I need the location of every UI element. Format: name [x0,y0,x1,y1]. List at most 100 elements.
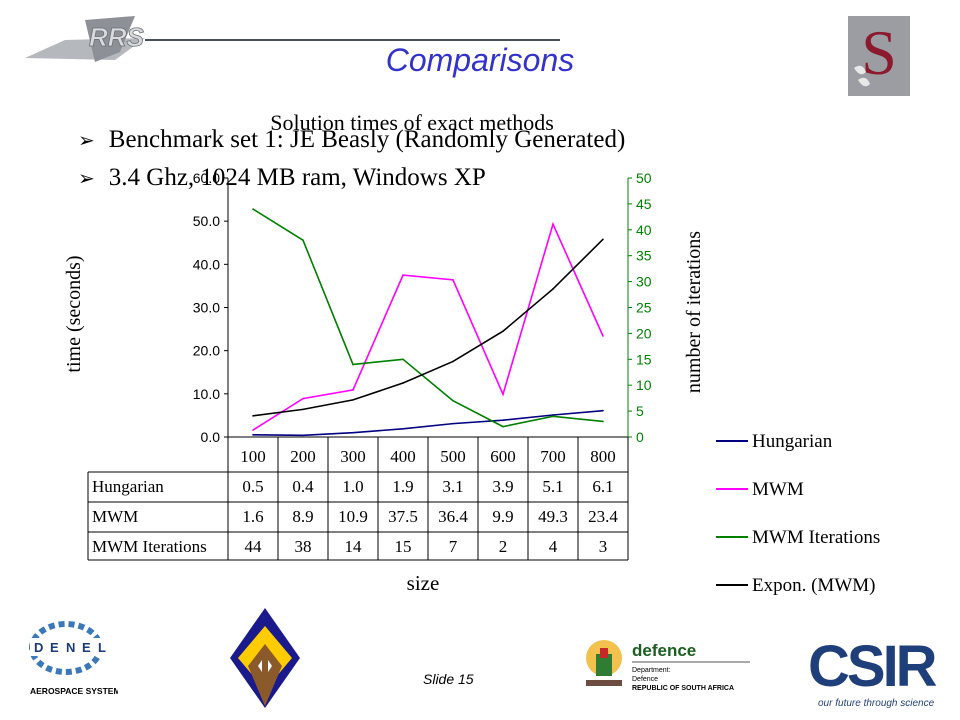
csir-logo-text: CSIR [808,634,937,699]
bullet-text: Benchmark set 1: JE Beasly (Randomly Gen… [108,126,626,153]
data-point [452,360,454,363]
s-logo-text: S [861,17,897,88]
table-cell: 44 [245,537,263,556]
denel-letter: E [82,640,91,655]
data-point [602,409,604,412]
y-tick-label: 10.0 [193,386,220,402]
x-tick-label: 200 [290,447,316,466]
legend-label: Hungarian [752,431,833,452]
table-cell: 1.6 [242,507,263,526]
defence-line: Defence [632,676,658,683]
y-tick-label: 20.0 [193,343,220,359]
data-point [502,425,504,428]
data-point [352,431,354,434]
data-point [402,274,404,276]
table-cell: 10.9 [338,507,368,526]
defence-line: REPUBLIC OF SOUTH AFRICA [632,685,734,692]
legend-label: Expon. (MWM) [752,575,875,596]
y-axis-label: time (seconds) [63,255,85,372]
y2-tick-label: 50 [636,170,652,186]
denel-letter: L [98,640,106,655]
data-point [552,415,554,418]
defence-line: Department: [632,667,671,674]
data-point [452,399,454,402]
y2-tick-label: 25 [636,300,652,316]
y2-tick-label: 10 [636,377,652,393]
data-point [602,238,604,241]
x-tick-label: 700 [540,447,566,466]
table-cell: 37.5 [388,507,418,526]
table-row-label: Hungarian [92,477,164,496]
y2-tick-label: 45 [636,196,652,212]
data-point [252,434,254,436]
data-point [302,397,304,400]
y2-tick-label: 20 [636,325,652,341]
data-point [402,382,404,384]
data-point [602,420,604,423]
data-point [452,279,454,281]
data-point [352,389,354,391]
arrow-bullet-icon: ➢ [78,128,95,152]
bullet-text: 3.4 Ghz, 1024 MB ram, Windows XP [108,164,486,191]
bullet-item: ➢ 3.4 Ghz, 1024 MB ram, Windows XP [78,164,486,192]
table-cell: 8.9 [292,507,313,526]
s-crest-logo: S [848,16,910,96]
data-point [302,434,304,437]
table-cell: 15 [395,537,412,556]
table-cell: 3.1 [442,477,463,496]
y2-tick-label: 40 [636,222,652,238]
y-tick-label: 40.0 [193,256,220,272]
defence-logo: defence Department: Defence REPUBLIC OF … [586,640,750,692]
data-point [302,408,304,411]
y2-tick-label: 15 [636,351,652,367]
data-point [352,399,354,401]
x-axis-label: size [407,571,440,595]
csir-logo: CSIR our future through science [808,634,938,709]
chart-title: Solution times of exact methods [270,110,554,135]
diamond-logo [230,608,300,708]
data-point [552,288,554,290]
y2-axis-label: number of iterations [683,231,705,393]
rrs-logo-text: RRS [89,22,145,52]
legend-label: MWM Iterations [752,527,880,548]
csir-tagline: our future through science [818,698,935,709]
data-point [452,422,454,425]
arrow-bullet-icon: ➢ [78,166,95,190]
series-line [252,221,604,431]
data-point [252,208,254,210]
x-tick-label: 300 [340,447,366,466]
table-cell: 49.3 [538,507,568,526]
series-line [252,409,604,437]
denel-logo: D E N E L AEROSPACE SYSTEMS [29,621,118,696]
table-cell: 1.0 [342,477,363,496]
defence-title: defence [632,641,696,660]
series-line [252,238,604,417]
x-tick-label: 500 [440,447,466,466]
table-row-label: MWM Iterations [92,537,207,556]
slide-number: Slide 15 [423,671,474,687]
data-point [552,414,554,416]
data-point [302,239,304,241]
table-cell: 0.5 [242,477,263,496]
table-cell: 3 [599,537,608,556]
table-cell: 7 [449,537,458,556]
table-cell: 38 [295,537,312,556]
data-point [602,335,604,337]
data-point [402,427,404,430]
x-tick-label: 600 [490,447,516,466]
table-cell: 14 [345,537,363,556]
y-tick-label: 0.0 [201,429,221,445]
x-tick-label: 100 [240,447,266,466]
x-tick-label: 800 [590,447,616,466]
legend-label: MWM [752,479,804,500]
table-cell: 4 [549,537,558,556]
table-cell: 23.4 [588,507,618,526]
denel-subtitle: AEROSPACE SYSTEMS [30,686,118,696]
y2-tick-label: 30 [636,274,652,290]
denel-letter: N [66,640,75,655]
table-cell: 0.4 [292,477,314,496]
data-point [252,415,254,417]
table-cell: 9.9 [492,507,513,526]
y-tick-label: 50.0 [193,213,220,229]
table-cell: 3.9 [492,477,513,496]
